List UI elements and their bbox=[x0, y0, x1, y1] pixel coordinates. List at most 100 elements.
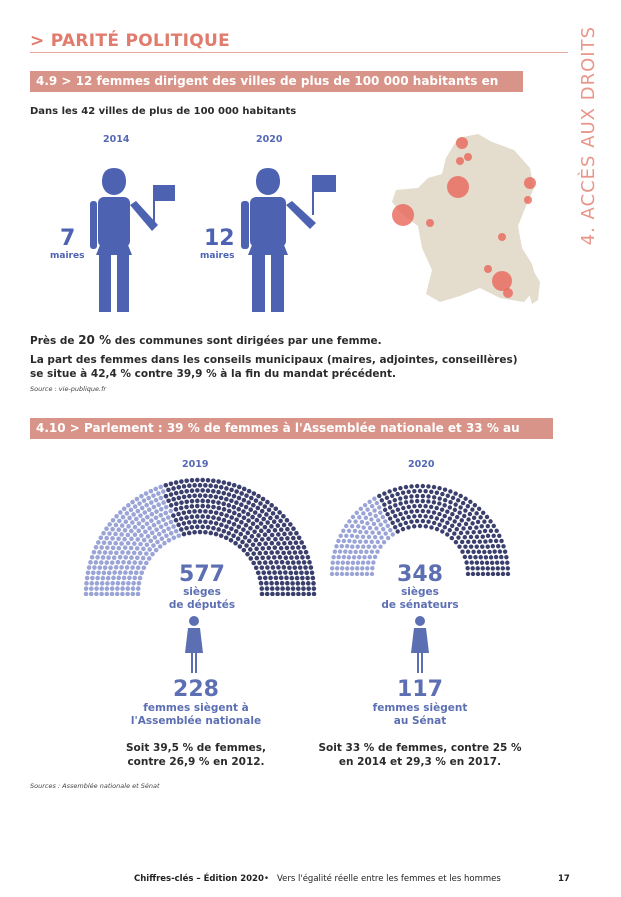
assembly-seat-man bbox=[272, 545, 278, 550]
senate-seat-man bbox=[437, 511, 442, 517]
assembly-seat-man bbox=[211, 525, 216, 531]
assembly-seat-man bbox=[203, 493, 208, 499]
senate-seat-man bbox=[426, 484, 431, 489]
senate-seat-woman bbox=[337, 549, 343, 554]
senate-seat-woman bbox=[369, 539, 374, 544]
assembly-seat-man bbox=[270, 511, 276, 516]
assembly-seat-woman bbox=[122, 536, 127, 542]
senate-seat-man bbox=[469, 560, 474, 565]
assembly-seat-woman bbox=[129, 536, 134, 542]
assembly-seat-man bbox=[181, 494, 187, 500]
senate-seat-man bbox=[468, 544, 474, 549]
assembly-seat-man bbox=[266, 528, 271, 534]
senate-seat-woman bbox=[354, 571, 360, 576]
assembly-seat-man bbox=[250, 542, 256, 548]
assembly-seat-woman bbox=[121, 506, 127, 512]
assembly-seat-man bbox=[200, 498, 205, 504]
assembly-seat-man bbox=[305, 575, 310, 581]
senate-seat-man bbox=[457, 522, 462, 527]
senate-seat-woman bbox=[354, 510, 359, 515]
assembly-seat-woman bbox=[109, 586, 115, 591]
senate-seat-woman bbox=[371, 521, 377, 527]
senate-seat-woman bbox=[376, 530, 382, 536]
assembly-seat-woman bbox=[109, 560, 115, 565]
senate-seat-man bbox=[420, 483, 426, 489]
assembly-seat-woman bbox=[112, 570, 117, 575]
assembly-seat-woman bbox=[93, 560, 99, 565]
senate-seat-man bbox=[454, 526, 459, 532]
assembly-seat-woman bbox=[168, 519, 174, 525]
assembly-seat-woman bbox=[145, 534, 151, 539]
assembly-seat-man bbox=[200, 524, 206, 530]
assembly-seat-woman bbox=[148, 538, 154, 544]
assembly-seat-man bbox=[231, 482, 237, 488]
assembly-seat-woman bbox=[94, 581, 100, 586]
assembly-seat-woman bbox=[120, 586, 125, 591]
assembly-seat-man bbox=[236, 484, 242, 490]
senate-seat-man bbox=[483, 539, 488, 544]
assembly-seat-woman bbox=[135, 537, 141, 542]
senate-seat-woman bbox=[383, 531, 388, 536]
assembly-seat-man bbox=[274, 580, 280, 586]
assembly-seat-man bbox=[257, 575, 263, 581]
senate-seat-woman bbox=[362, 503, 368, 508]
assembly-seat-woman bbox=[153, 486, 159, 492]
assembly-seat-man bbox=[228, 538, 234, 543]
assembly-seat-man bbox=[288, 570, 294, 576]
senate-seat-woman bbox=[378, 510, 383, 515]
senate-seat-woman bbox=[363, 539, 369, 544]
assembly-seat-woman bbox=[120, 514, 126, 520]
assembly-seat-woman bbox=[131, 512, 136, 517]
senate-seat-woman bbox=[366, 534, 372, 540]
assembly-seat-man bbox=[216, 479, 221, 484]
assembly-seat-man bbox=[178, 516, 184, 522]
assembly-seat-woman bbox=[137, 550, 143, 556]
assembly-seat-woman bbox=[94, 586, 99, 591]
assembly-seat-man bbox=[265, 565, 270, 570]
assembly-seat-woman bbox=[147, 547, 152, 552]
assembly-seat-man bbox=[271, 555, 277, 560]
senate-seat-man bbox=[475, 519, 481, 525]
senate-seat-man bbox=[483, 555, 489, 560]
assembly-seat-man bbox=[244, 543, 249, 548]
assembly-women-label-2: l'Assemblée nationale bbox=[130, 715, 262, 727]
assembly-seat-woman bbox=[122, 545, 128, 550]
senate-seat-man bbox=[420, 518, 426, 524]
assembly-seat-man bbox=[221, 528, 227, 534]
assembly-seat-man bbox=[173, 507, 179, 512]
assembly-seat-man bbox=[288, 531, 293, 536]
assembly-seat-man bbox=[223, 535, 229, 541]
assembly-seat-woman bbox=[107, 540, 113, 546]
assembly-seat-woman bbox=[136, 521, 142, 526]
assembly-seat-man bbox=[266, 536, 271, 542]
assembly-seat-man bbox=[269, 532, 275, 538]
assembly-seat-man bbox=[285, 526, 290, 532]
assembly-seat-man bbox=[265, 520, 270, 525]
assembly-seat-man bbox=[213, 484, 219, 489]
assembly-seat-woman bbox=[137, 575, 143, 581]
assembly-seat-woman bbox=[138, 541, 143, 547]
assembly-seat-man bbox=[262, 524, 268, 530]
senate-seat-man bbox=[482, 549, 487, 555]
senate-seat-man bbox=[502, 549, 508, 554]
assembly-seat-man bbox=[241, 527, 246, 532]
assembly-seat-woman bbox=[159, 536, 165, 541]
assembly-seat-man bbox=[208, 530, 214, 536]
assembly-seat-man bbox=[268, 515, 273, 521]
senate-seat-man bbox=[409, 519, 414, 524]
senate-seat-woman bbox=[334, 566, 340, 571]
senate-seat-woman bbox=[340, 566, 345, 571]
assembly-seat-woman bbox=[158, 495, 164, 501]
senate-seat-woman bbox=[349, 571, 355, 576]
assembly-seat-man bbox=[293, 540, 299, 546]
senate-women-label-2: au Sénat bbox=[393, 715, 447, 727]
assembly-seat-woman bbox=[88, 560, 93, 565]
assembly-seat-man bbox=[171, 496, 176, 502]
senate-seat-woman bbox=[355, 534, 360, 539]
assembly-seat-man bbox=[273, 575, 279, 581]
assembly-seat-man bbox=[234, 517, 239, 523]
senate-seat-man bbox=[465, 566, 470, 571]
senate-seats-label-1: sièges bbox=[401, 586, 439, 598]
assembly-seat-woman bbox=[84, 575, 90, 581]
assembly-seat-woman bbox=[116, 527, 122, 532]
